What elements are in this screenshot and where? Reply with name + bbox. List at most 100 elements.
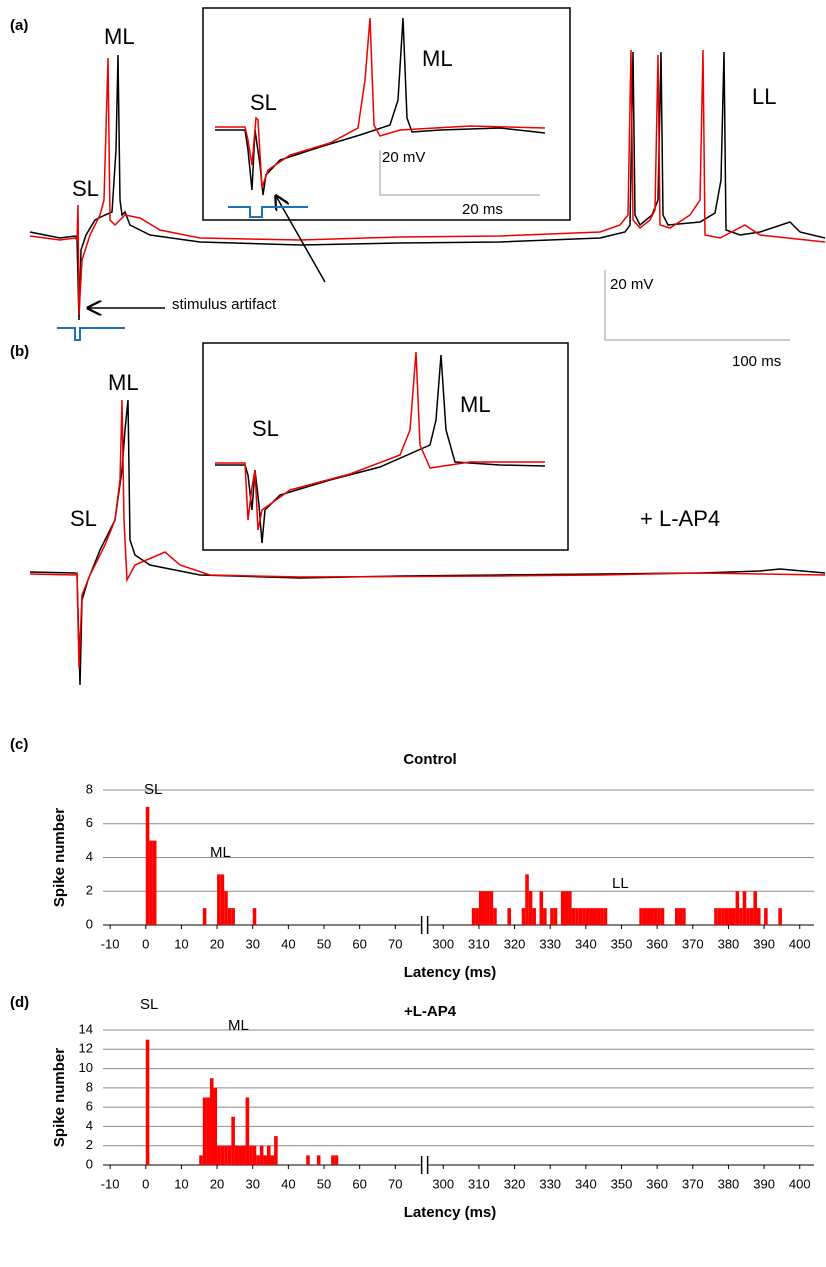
x-tick-label: 370 — [682, 1176, 704, 1191]
annotation: stimulus artifact — [172, 296, 277, 313]
x-tick-label: 40 — [281, 1176, 295, 1191]
bar — [249, 1145, 253, 1165]
panel-label: (c) — [10, 736, 28, 753]
y-axis-label: Spike number — [51, 1048, 68, 1147]
axis-break — [420, 1156, 429, 1174]
bar — [764, 908, 768, 925]
bar — [575, 908, 579, 925]
panel-label: (a) — [10, 17, 28, 34]
bar — [739, 908, 743, 925]
annotation: SL — [70, 506, 97, 531]
y-tick-label: 10 — [79, 1060, 93, 1075]
bar — [263, 1155, 267, 1165]
bar — [242, 1145, 246, 1165]
bar — [274, 1136, 278, 1165]
bar — [206, 1097, 210, 1165]
annotation: ML — [422, 46, 453, 71]
bar — [486, 891, 490, 925]
bar — [553, 908, 558, 925]
bar — [568, 891, 572, 925]
trace-red — [29, 49, 826, 316]
x-tick-label: 380 — [718, 1176, 740, 1191]
bar — [482, 891, 487, 925]
bar — [564, 891, 569, 925]
x-tick-label: 20 — [210, 936, 224, 951]
x-tick-label: 400 — [789, 1176, 811, 1191]
x-tick-label: 340 — [575, 936, 597, 951]
bar — [507, 908, 511, 925]
bar — [493, 908, 497, 925]
bar — [714, 908, 718, 925]
x-tick-label: 360 — [646, 936, 668, 951]
bar — [256, 1155, 260, 1165]
panel-b: (b) ML SL + L-AP4 SL ML — [10, 342, 826, 686]
x-tick-label: 310 — [468, 1176, 490, 1191]
x-tick-label: 0 — [142, 936, 149, 951]
annotation: SL — [140, 996, 158, 1013]
bar — [227, 908, 232, 925]
x-tick-label: 310 — [468, 936, 490, 951]
x-tick-label: 50 — [317, 1176, 331, 1191]
bar — [149, 840, 153, 925]
scale-label: 100 ms — [732, 353, 781, 370]
bar — [600, 908, 604, 925]
bar — [585, 908, 590, 925]
bar — [742, 891, 747, 925]
bar — [657, 908, 661, 925]
x-tick-label: 70 — [388, 1176, 402, 1191]
x-tick-label: -10 — [101, 1176, 120, 1191]
bar — [528, 891, 533, 925]
annotation: SL — [72, 176, 99, 201]
bar — [596, 908, 601, 925]
annotation: LL — [752, 84, 776, 109]
x-tick-label: 0 — [142, 1176, 149, 1191]
x-tick-label: 70 — [388, 936, 402, 951]
x-tick-label: 30 — [245, 936, 259, 951]
bar — [471, 908, 476, 925]
y-tick-label: 6 — [86, 1099, 93, 1114]
bar — [331, 1155, 335, 1165]
annotation: LL — [612, 875, 629, 892]
panel-label: (b) — [10, 343, 29, 360]
annotation: + L-AP4 — [640, 506, 720, 531]
x-tick-label: 50 — [317, 936, 331, 951]
trace-red — [215, 17, 546, 189]
annotation: ML — [228, 1017, 249, 1034]
bar — [489, 891, 494, 925]
x-tick-label: 60 — [352, 1176, 366, 1191]
bar — [231, 1116, 235, 1165]
y-tick-label: 8 — [86, 781, 93, 796]
x-tick-label: 370 — [682, 936, 704, 951]
bar — [220, 874, 225, 925]
x-tick-label: 350 — [611, 936, 633, 951]
bar — [539, 891, 544, 925]
bar — [259, 1145, 264, 1165]
y-tick-label: 4 — [86, 849, 93, 864]
bar — [202, 908, 207, 925]
bar — [220, 1145, 225, 1165]
bar — [650, 908, 654, 925]
bar — [334, 1155, 339, 1165]
inset-frame — [202, 7, 571, 221]
x-tick-label: 10 — [174, 936, 188, 951]
bar — [592, 908, 597, 925]
bar — [521, 908, 526, 925]
annotation: ML — [104, 24, 135, 49]
x-tick-label: 400 — [789, 936, 811, 951]
bar — [589, 908, 593, 925]
x-tick-label: 390 — [753, 1176, 775, 1191]
bar — [227, 1145, 232, 1165]
x-tick-label: 340 — [575, 1176, 597, 1191]
bar — [724, 908, 729, 925]
scale-bar — [379, 150, 540, 196]
trace-black — [29, 51, 826, 321]
x-tick-label: 60 — [352, 936, 366, 951]
bar — [217, 874, 221, 925]
bar — [749, 908, 754, 925]
scale-label: 20 mV — [382, 149, 425, 166]
bar — [145, 1039, 150, 1165]
x-tick-label: 350 — [611, 1176, 633, 1191]
stimulus — [228, 206, 308, 218]
panel-label: (d) — [10, 994, 29, 1011]
